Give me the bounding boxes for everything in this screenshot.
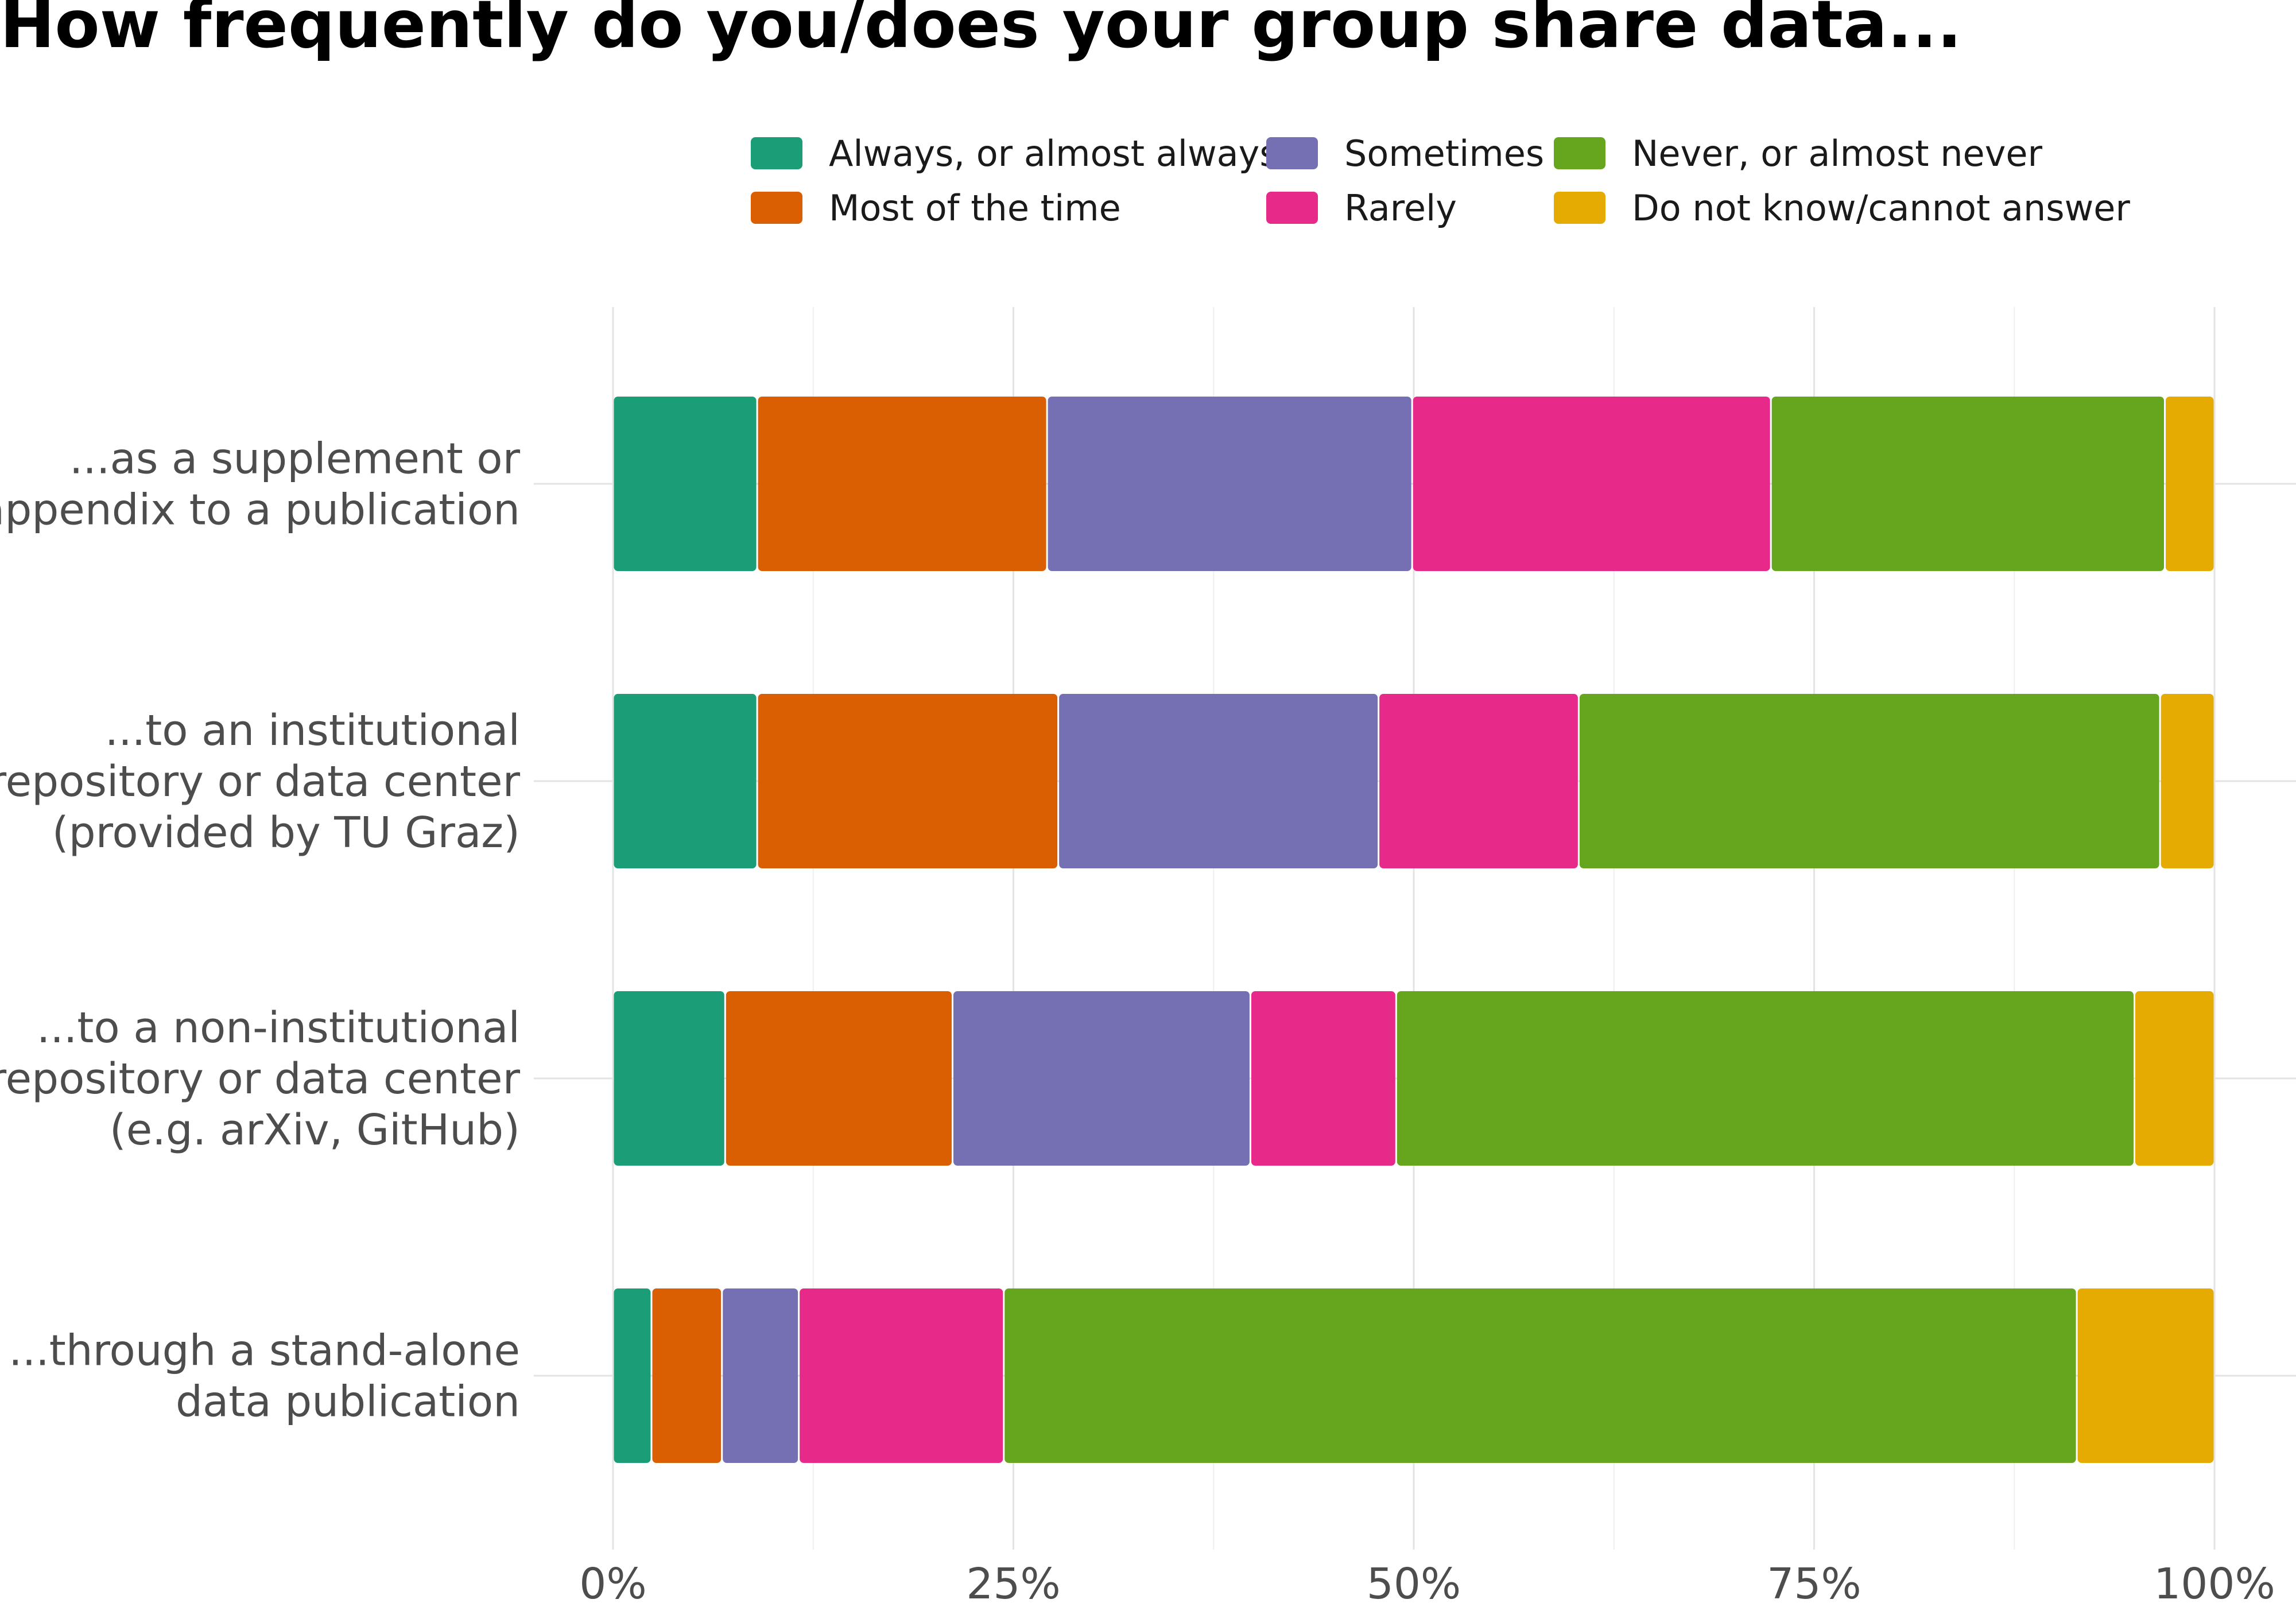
x-tick-label: 25% — [966, 1559, 1060, 1607]
bar-segment — [652, 1288, 722, 1463]
legend-swatch — [1554, 192, 1605, 224]
legend-item: Most of the time — [751, 187, 1121, 229]
bar-segment — [614, 1288, 651, 1463]
legend-item: Never, or almost never — [1554, 133, 2043, 174]
bar-segment — [1579, 694, 2159, 868]
bar-segment — [726, 991, 952, 1166]
bar-segment — [2077, 1288, 2214, 1463]
bar-segment — [1059, 694, 1378, 868]
bar-segment — [953, 991, 1250, 1166]
chart-title: How frequently do you/does your group sh… — [0, 0, 1962, 63]
legend: Always, or almost always Most of the time… — [751, 133, 2130, 229]
bar-segment — [1397, 991, 2134, 1166]
bars — [614, 397, 2214, 1463]
bar-segment — [614, 694, 757, 868]
bar-segment — [758, 397, 1046, 571]
legend-swatch — [1266, 192, 1318, 224]
category-label: ...to a non-institutional repository or d… — [0, 1003, 521, 1155]
bar-segment — [723, 1288, 798, 1463]
legend-item: Do not know/cannot answer — [1554, 187, 2130, 229]
bar-segment — [1413, 397, 1770, 571]
bar-segment — [1771, 397, 2165, 571]
legend-swatch — [751, 137, 802, 169]
x-tick-label: 75% — [1767, 1559, 1861, 1607]
legend-item: Rarely — [1266, 187, 1457, 229]
legend-swatch — [751, 192, 802, 224]
x-tick-label: 100% — [2154, 1559, 2275, 1607]
category-label: ...through a stand-alone data publication — [9, 1326, 520, 1427]
legend-label: Rarely — [1344, 187, 1457, 229]
x-tick-label: 50% — [1367, 1559, 1461, 1607]
bar-segment — [800, 1288, 1003, 1463]
bar-segment — [2135, 991, 2214, 1166]
bar-segment — [1251, 991, 1395, 1166]
bar-segment — [2161, 694, 2214, 868]
legend-swatch — [1554, 137, 1605, 169]
legend-item: Sometimes — [1266, 133, 1544, 174]
legend-label: Never, or almost never — [1632, 133, 2043, 174]
bar-segment — [1379, 694, 1578, 868]
bar-segment — [614, 991, 724, 1166]
bar-segment — [2166, 397, 2214, 571]
bar-segment — [758, 694, 1058, 868]
x-tick-label: 0% — [579, 1559, 646, 1607]
legend-item: Always, or almost always — [751, 133, 1278, 174]
legend-swatch — [1266, 137, 1318, 169]
bar-segment — [1048, 397, 1411, 571]
legend-label: Sometimes — [1344, 133, 1544, 174]
category-label: ...to an institutional repository or data… — [0, 706, 521, 857]
legend-label: Do not know/cannot answer — [1632, 187, 2130, 229]
bar-segment — [1004, 1288, 2076, 1463]
legend-label: Most of the time — [829, 187, 1121, 229]
legend-label: Always, or almost always — [829, 133, 1278, 174]
category-label: ...as a supplement or appendix to a publi… — [0, 434, 521, 535]
bar-segment — [614, 397, 757, 571]
category-labels: ...as a supplement or appendix to a publi… — [0, 434, 521, 1427]
x-axis-ticks: 0% 25% 50% 75% 100% — [579, 1559, 2275, 1607]
